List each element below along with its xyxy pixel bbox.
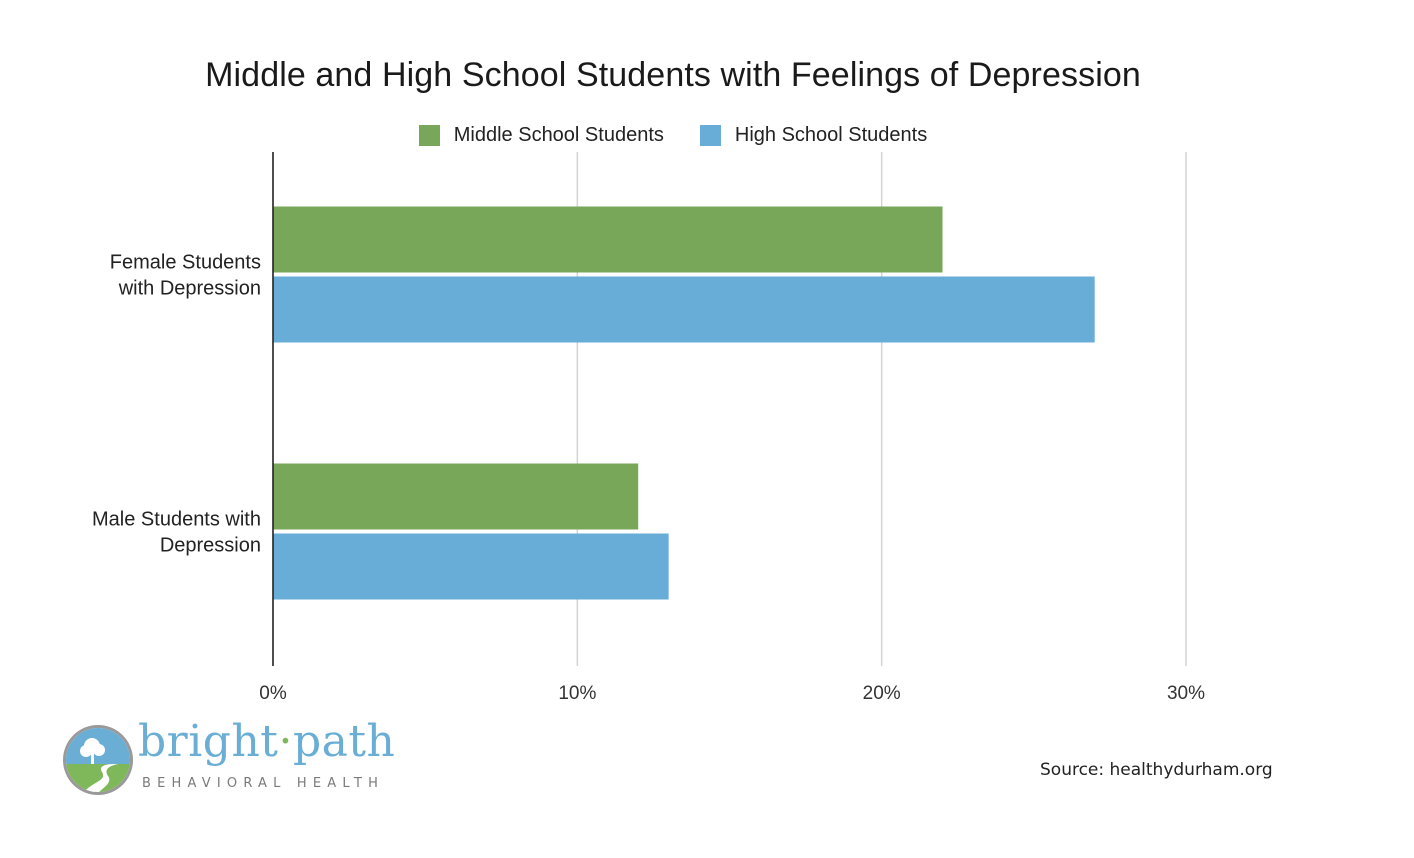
legend-item-high-school: High School Students <box>699 124 928 147</box>
chart-legend: Middle School Students High School Stude… <box>0 124 1346 147</box>
category-label-0-line-1: with Depression <box>118 278 261 300</box>
bar-middle-school-1 <box>273 463 639 530</box>
bar-high-school-1 <box>273 533 669 600</box>
x-tick-label-0: 0% <box>259 683 287 704</box>
legend-item-middle-school: Middle School Students <box>418 124 664 147</box>
x-tick-label-3: 30% <box>1167 683 1205 704</box>
category-label-1-line-0: Male Students with <box>92 509 261 531</box>
logo-tagline: BEHAVIORAL HEALTH <box>142 776 385 791</box>
category-label-1-line-1: Depression <box>160 535 261 557</box>
bar-middle-school-0 <box>273 206 943 273</box>
chart-title: Middle and High School Students with Fee… <box>205 56 1141 94</box>
legend-swatch-high-school <box>699 125 721 146</box>
legend-label-high-school: High School Students <box>734 124 928 146</box>
legend-swatch-middle-school <box>418 125 440 146</box>
logo-word-bright: bright <box>138 716 279 767</box>
source-note: Source: healthydurham.org <box>1040 760 1273 780</box>
bright-path-logo: bright·path BEHAVIORAL HEALTH <box>62 716 422 798</box>
category-label-0: Female Students with Depression <box>110 252 261 300</box>
logo-wordmark: bright·path <box>138 716 395 767</box>
logo-separator: · <box>278 716 293 767</box>
x-tick-label-1: 10% <box>558 683 596 704</box>
bar-high-school-0 <box>273 276 1095 343</box>
logo-emblem-icon <box>63 725 133 795</box>
x-tick-label-2: 20% <box>863 683 901 704</box>
category-label-0-line-0: Female Students <box>110 252 261 274</box>
legend-label-middle-school: Middle School Students <box>453 124 664 146</box>
logo-word-path: path <box>292 716 396 767</box>
category-label-1: Male Students with Depression <box>92 509 261 557</box>
